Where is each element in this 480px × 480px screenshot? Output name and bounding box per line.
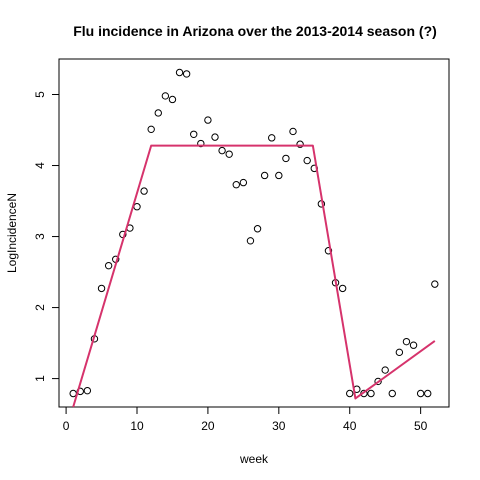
data-point	[147, 125, 155, 134]
data-point	[104, 261, 113, 270]
x-tick-label: 10	[130, 419, 144, 433]
data-point	[161, 92, 170, 100]
data-point	[374, 377, 382, 386]
data-point	[182, 70, 191, 78]
data-point	[282, 154, 290, 163]
data-point	[232, 181, 240, 189]
data-point	[402, 337, 411, 346]
x-tick-label: 40	[343, 419, 357, 433]
data-point	[190, 130, 198, 138]
data-point	[225, 150, 233, 158]
y-axis: 1 2 3 4 5	[33, 91, 59, 382]
data-point	[296, 140, 304, 148]
data-point	[175, 68, 184, 77]
data-point	[211, 133, 219, 141]
y-tick-label: 4	[33, 162, 47, 169]
x-tick-label: 50	[414, 419, 428, 433]
x-tick-label: 0	[63, 419, 70, 433]
fit-line	[72, 144, 436, 408]
data-point	[388, 389, 396, 398]
data-point	[168, 95, 177, 104]
data-point	[324, 247, 333, 255]
data-point	[275, 171, 283, 180]
x-tick-label: 20	[201, 419, 215, 433]
data-point	[197, 139, 205, 148]
data-point	[246, 237, 255, 245]
data-point	[133, 203, 141, 211]
data-point	[253, 225, 262, 233]
data-point	[381, 366, 389, 374]
data-point	[97, 284, 106, 293]
data-point	[367, 389, 375, 398]
data-point	[431, 280, 439, 288]
data-point	[69, 389, 77, 398]
y-tick-label: 5	[33, 91, 47, 98]
data-point	[140, 187, 148, 195]
y-tick-label: 3	[33, 233, 47, 240]
data-point	[289, 127, 297, 136]
data-point	[218, 146, 226, 155]
x-axis-label: week	[239, 452, 269, 466]
y-tick-label: 2	[33, 304, 47, 311]
data-point	[303, 156, 311, 165]
data-point	[338, 284, 347, 293]
plot-frame	[58, 58, 450, 408]
data-point	[239, 178, 248, 187]
chart-title: Flu incidence in Arizona over the 2013-2…	[73, 23, 437, 39]
data-point	[204, 116, 212, 124]
data-point	[346, 389, 354, 398]
data-point	[260, 171, 269, 180]
data-point	[424, 389, 432, 398]
x-axis: 0 10 20 30 40 50	[63, 407, 428, 433]
y-axis-label: LogIncidenceN	[5, 193, 19, 273]
data-point	[409, 341, 418, 349]
data-point	[83, 386, 92, 395]
data-point	[154, 109, 162, 117]
data-point	[416, 389, 425, 398]
data-point	[395, 348, 404, 357]
x-tick-label: 30	[272, 419, 286, 433]
data-point	[268, 134, 276, 142]
y-tick-label: 1	[33, 375, 47, 382]
fit-line-group	[72, 144, 436, 408]
